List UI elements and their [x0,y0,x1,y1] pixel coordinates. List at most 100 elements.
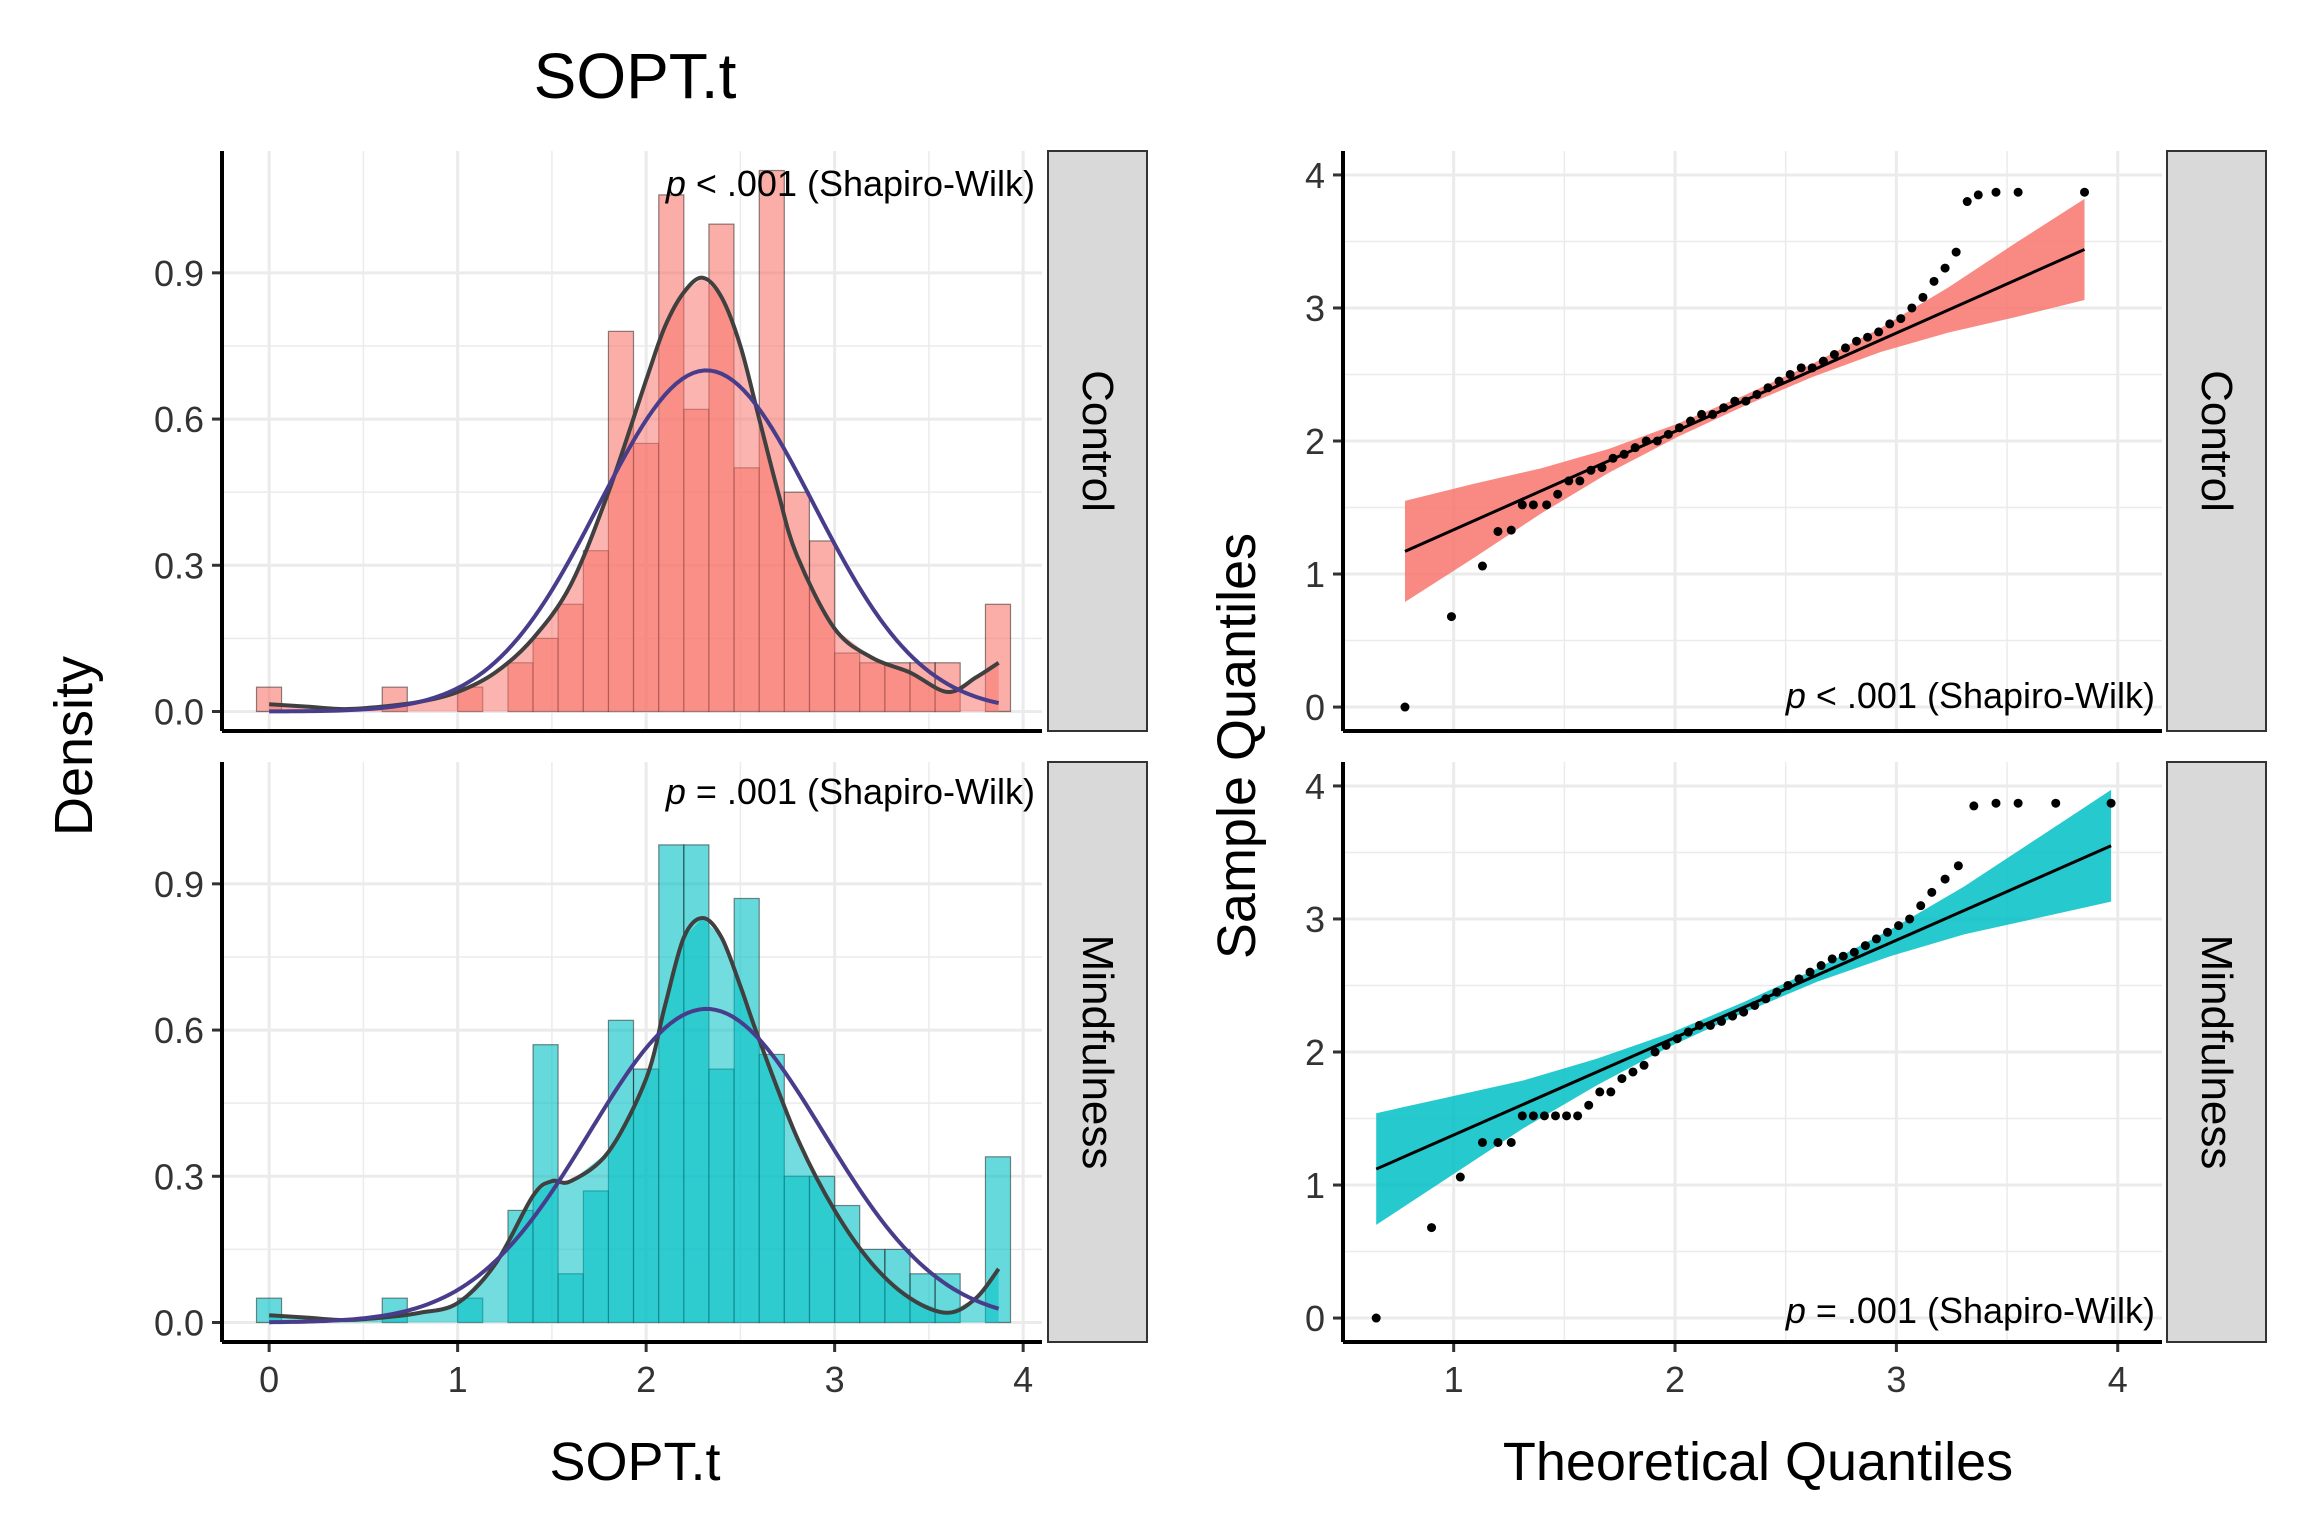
y-tick-label: 1 [1305,1165,1325,1206]
qq-point [1774,376,1784,386]
qq-point [1506,525,1516,535]
qq-point [1750,1000,1760,1010]
y-tick-label: 0 [1305,687,1325,728]
qq-point [1606,1087,1616,1097]
qq-point [1586,465,1596,475]
density-line [268,915,1001,1323]
qq-point [1741,396,1751,406]
qq-point [2013,798,2023,808]
normal-curve-line [269,1006,1000,1325]
qq-point [1493,1137,1503,1147]
qq-point [1719,403,1729,413]
y-tick-label: 0.0 [154,1303,204,1344]
y-axis-title-histogram: Density [44,656,104,836]
qq-point [1619,449,1629,459]
qq-point [1805,967,1815,977]
y-tick-label: 3 [1305,899,1325,940]
y-tick-label: 0.6 [154,1010,204,1051]
qq-point [1639,1060,1649,1070]
facet-strip-hist-mindfulness [1047,761,1148,1343]
qq-point [1630,443,1640,453]
y-tick-label: 2 [1305,1032,1325,1073]
main-title: SOPT.t [534,40,737,112]
qq-point [1595,1087,1605,1097]
qq-point [1730,396,1740,406]
qq-point [1871,934,1881,944]
qq-point [1562,1111,1572,1121]
facet-strip-label-hist-mindfulness: Mindfulness [1073,935,1122,1170]
x-tick-label: 2 [636,1359,656,1400]
qq-point [1477,561,1487,571]
qq-point [1705,1020,1715,1030]
qq-point [1772,987,1782,997]
y-tick-label: 2 [1305,421,1325,462]
x-tick-label: 1 [1444,1359,1464,1400]
qq-point [1783,980,1793,990]
qq-point [1896,314,1906,324]
qq-point [1796,363,1806,373]
facet-strip-qq-mindfulness [2166,761,2267,1343]
qq-point [1661,1040,1671,1050]
qq-mindfulness-panel: 1 2 3 4 0 1 2 3 4 [1305,762,2162,1400]
x-tick-label: 0 [259,1359,279,1400]
qq-point [1894,921,1904,931]
x-axis-title-qq: Theoretical Quantiles [1503,1432,2013,1492]
qq-point [1506,1137,1516,1147]
qq-point [2013,187,2023,197]
qq-point [1852,336,1862,346]
qq-point [1641,436,1651,446]
qq-point [1584,1100,1594,1110]
y-tick-label: 0.6 [154,399,204,440]
qq-point [1916,901,1926,911]
qq-point [1785,369,1795,379]
qq-point [1885,319,1895,329]
qq-point [1973,190,1983,200]
y-tick-label: 4 [1305,155,1325,196]
shapiro-annotation-hist-control: p < .001 (Shapiro-Wilk) [665,163,1035,204]
qq-point [1838,951,1848,961]
qq-point [1455,1172,1465,1182]
density-area [269,917,999,1323]
qq-point [1929,276,1939,286]
qq-point [1493,526,1503,536]
x-axis-title-histogram: SOPT.t [549,1432,720,1492]
qq-point [1517,500,1527,510]
facet-strip-label-qq-mindfulness: Mindfulness [2192,935,2241,1170]
qq-point [1573,1111,1583,1121]
density-area [269,277,999,712]
qq-point [1991,187,2001,197]
qq-point [1883,927,1893,937]
qq-point [1849,947,1859,957]
qq-point [1761,994,1771,1004]
qq-point [1905,914,1915,924]
qq-point [1969,801,1979,811]
qq-point [1650,1047,1660,1057]
y-tick-label: 0.9 [154,864,204,905]
y-tick-label: 0.3 [154,1156,204,1197]
qq-point [1446,612,1456,622]
x-tick-label: 2 [1665,1359,1685,1400]
qq-point [1553,489,1563,499]
qq-point [1652,436,1662,446]
qq-point [1794,974,1804,984]
normal-curve-line [269,368,1000,714]
qq-point [1717,1016,1727,1026]
qq-point [1927,887,1937,897]
qq-point [1674,423,1684,433]
qq-point [1763,383,1773,393]
qq-point [1517,1111,1527,1121]
y-axis-title-qq: Sample Quantiles [1207,533,1267,959]
qq-reference-line [1375,844,2112,1171]
qq-point [1427,1223,1437,1233]
histogram-mindfulness-panel: 0 1 2 3 4 0.0 0.3 0.6 0.9 [154,762,1042,1400]
qq-point [1564,476,1574,486]
facet-strip-label-hist-control: Control [1073,370,1122,512]
qq-point [1686,416,1696,426]
y-tick-label: 0.3 [154,545,204,586]
facet-strip-label-qq-control: Control [2192,370,2241,512]
qq-point [1829,350,1839,360]
qq-point [1940,263,1950,273]
shapiro-annotation-qq-control: p < .001 (Shapiro-Wilk) [1785,675,2155,716]
